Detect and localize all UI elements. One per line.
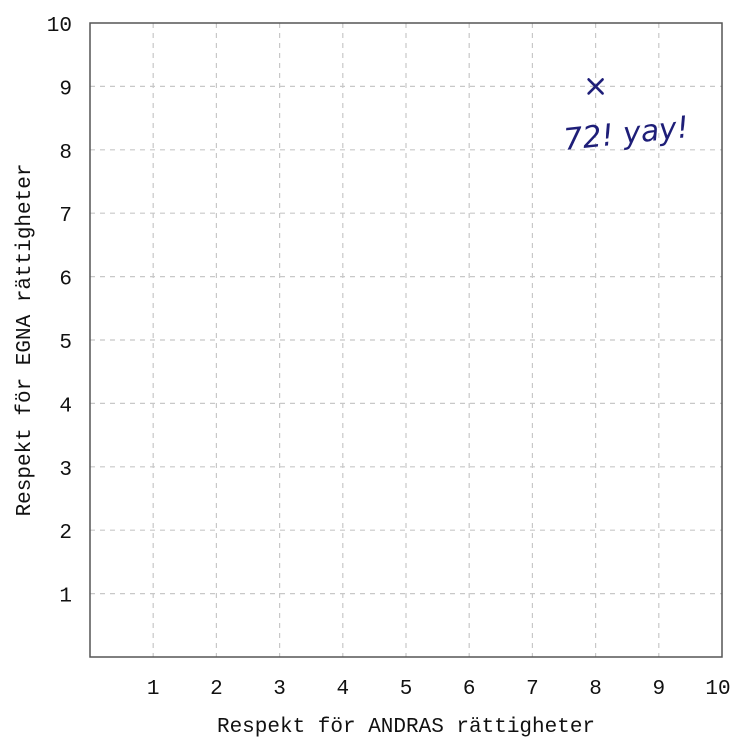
y-tick-label: 5 xyxy=(59,332,72,355)
y-tick-label: 4 xyxy=(59,395,72,418)
annotation-text: 72! yay! xyxy=(562,110,691,158)
x-tick-label: 1 xyxy=(147,678,160,701)
x-tick-label: 3 xyxy=(273,678,286,701)
x-axis-label: Respekt för ANDRAS rättigheter xyxy=(217,716,595,738)
y-axis-label: Respekt för EGNA rättigheter xyxy=(14,164,37,517)
x-tick-label: 5 xyxy=(400,678,413,701)
y-tick-label: 3 xyxy=(59,459,72,482)
annotations: 72! yay! xyxy=(562,110,691,158)
data-points xyxy=(587,78,604,95)
x-tick-label: 2 xyxy=(210,678,223,701)
y-tick-label: 9 xyxy=(59,78,72,101)
x-tick-label: 9 xyxy=(652,678,665,701)
x-tick-label: 6 xyxy=(463,678,476,701)
y-tick-label: 2 xyxy=(59,522,72,545)
y-tick-label: 8 xyxy=(59,142,72,165)
x-tick-labels: 1 2 3 4 5 6 7 8 9 10 xyxy=(147,678,731,701)
plot-frame xyxy=(89,22,723,658)
y-tick-label: 1 xyxy=(59,586,72,609)
x-tick-label: 10 xyxy=(705,678,730,701)
x-tick-label: 7 xyxy=(526,678,539,701)
y-tick-label: 6 xyxy=(59,269,72,292)
y-tick-label: 10 xyxy=(47,15,72,38)
data-point xyxy=(587,78,604,95)
y-tick-labels: 1 2 3 4 5 6 7 8 9 10 xyxy=(47,15,72,609)
x-tick-label: 8 xyxy=(589,678,602,701)
y-tick-label: 7 xyxy=(59,205,72,228)
x-tick-label: 4 xyxy=(336,678,349,701)
